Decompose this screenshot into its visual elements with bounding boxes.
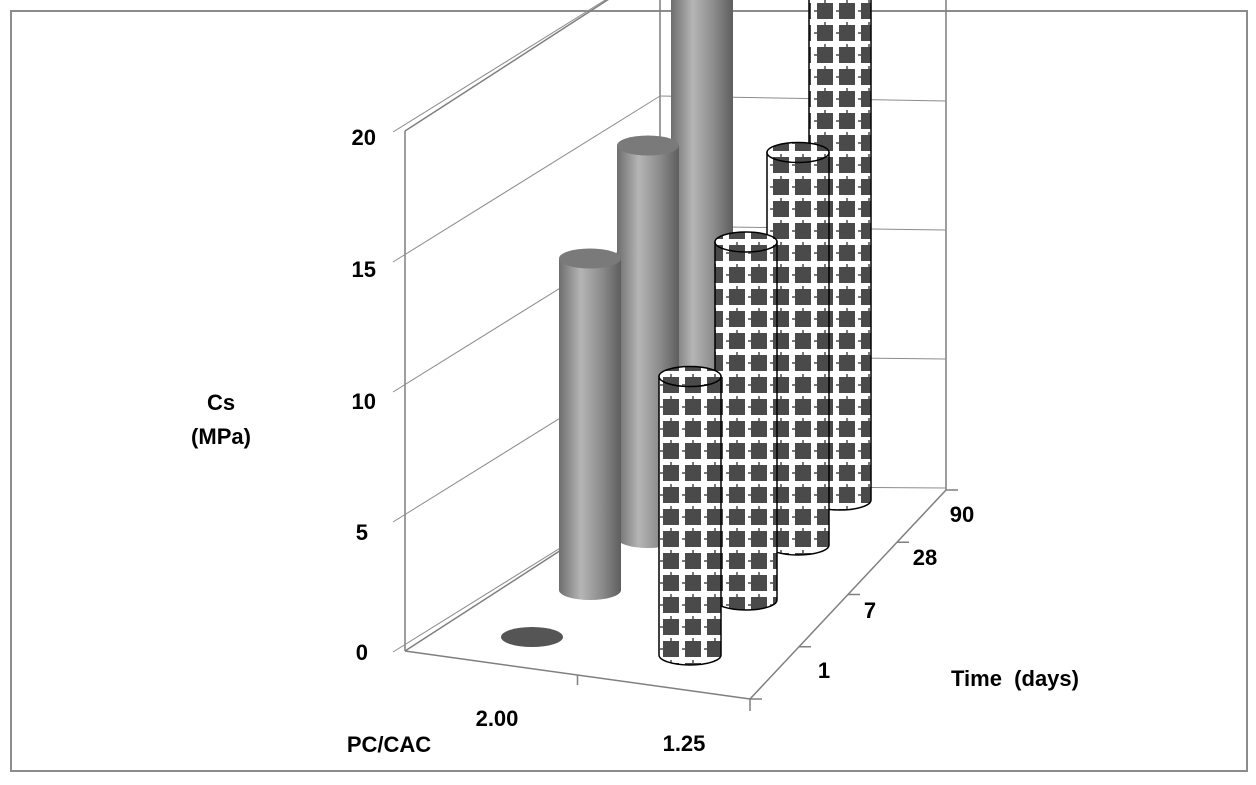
gridline [392, 95, 661, 263]
side-wall-edge [404, 0, 609, 132]
bar-body [559, 258, 621, 600]
time-tick-label: 90 [950, 502, 974, 527]
bar-body [714, 241, 778, 611]
time-tick-label: 7 [864, 598, 876, 623]
gridline [392, 0, 607, 133]
time-axis-label: Time (days) [951, 666, 1079, 691]
bar-checkered [714, 231, 778, 611]
time-tick-label: 28 [913, 545, 937, 570]
pc-cac-tick-label: 1.25 [663, 731, 706, 756]
bar-solid [501, 627, 563, 647]
y-axis-label: Cs [207, 390, 235, 415]
y-tick-label: 10 [352, 389, 376, 414]
time-tick-label: 1 [818, 658, 830, 683]
bar-top [617, 135, 679, 156]
pc-cac-axis-label: PC/CAC [347, 732, 431, 757]
bar-base-ellipse [501, 627, 563, 647]
bar-checkered [658, 365, 722, 666]
bars [501, 0, 872, 666]
chart-border [10, 10, 1248, 772]
y-tick-label: 20 [352, 125, 376, 150]
y-tick-label: 15 [352, 257, 376, 282]
y-axis-label: (MPa) [191, 424, 251, 449]
bar-top [559, 248, 621, 269]
bar-solid [559, 248, 621, 600]
bar-top [658, 365, 722, 388]
bar-top [714, 231, 778, 253]
y-tick-label: 0 [356, 640, 368, 665]
bar-top [766, 141, 830, 164]
pc-cac-tick-label: 2.00 [476, 706, 519, 731]
y-tick-label: 5 [356, 520, 368, 545]
bar-body [658, 375, 722, 666]
